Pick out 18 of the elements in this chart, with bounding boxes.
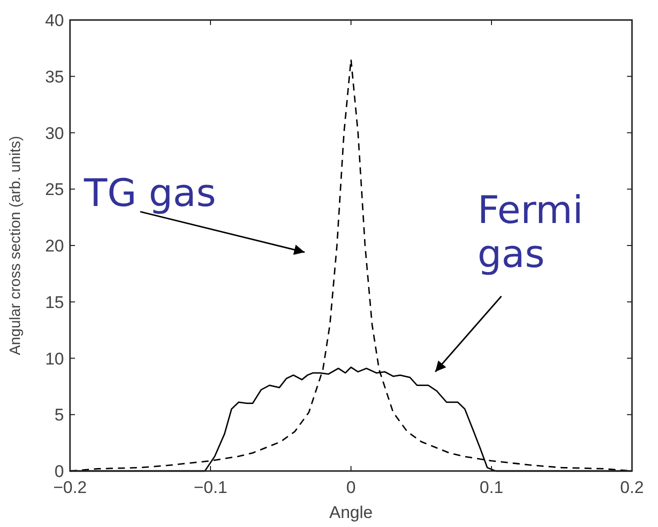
annotation: TG gas (83, 171, 216, 216)
x-tick-label: 0.2 (620, 478, 644, 497)
y-tick-label: 30 (45, 124, 64, 143)
y-tick-label: 0 (54, 462, 64, 481)
y-axis-title: Angular cross section (arb. units) (7, 136, 24, 356)
y-tick-label: 25 (45, 180, 64, 200)
y-tick-label: 40 (45, 11, 64, 30)
x-tick-label: −0.1 (194, 478, 228, 497)
y-tick-label: 10 (45, 349, 64, 368)
x-axis-title: Angle (329, 503, 373, 522)
x-tick-label: −0.2 (53, 478, 87, 497)
annotation: Fermi gas (477, 188, 584, 276)
x-tick-label: 0 (346, 478, 356, 497)
y-tick-label: 35 (45, 67, 64, 86)
y-tick-label: 15 (45, 292, 64, 312)
y-tick-label: 5 (54, 406, 64, 425)
x-tick-label: 0.1 (480, 478, 504, 497)
y-tick-label: 20 (45, 236, 64, 256)
